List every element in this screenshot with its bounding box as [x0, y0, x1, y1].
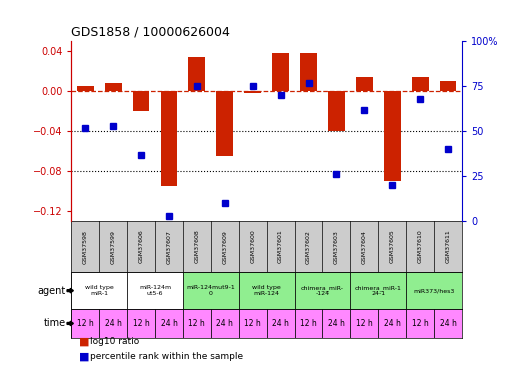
Text: miR373/hes3: miR373/hes3 — [413, 288, 455, 293]
Text: GSM37600: GSM37600 — [250, 230, 255, 263]
Text: GSM37605: GSM37605 — [390, 230, 395, 263]
Text: miR-124mut9-1
0: miR-124mut9-1 0 — [186, 285, 235, 296]
Bar — [183, 272, 239, 309]
Bar — [183, 309, 211, 338]
Bar — [77, 86, 93, 91]
Text: miR-124m
ut5-6: miR-124m ut5-6 — [139, 285, 171, 296]
Text: GSM37603: GSM37603 — [334, 230, 339, 264]
Text: GSM37607: GSM37607 — [166, 230, 172, 264]
Bar — [434, 309, 462, 338]
Text: GSM37604: GSM37604 — [362, 230, 367, 264]
Bar — [127, 309, 155, 338]
Bar — [323, 309, 351, 338]
Bar — [378, 309, 406, 338]
Bar — [239, 272, 295, 309]
Text: GSM37602: GSM37602 — [306, 230, 311, 264]
Bar — [295, 309, 323, 338]
Bar — [351, 272, 406, 309]
Bar — [105, 83, 121, 91]
Text: wild type
miR-1: wild type miR-1 — [85, 285, 114, 296]
Text: 12 h: 12 h — [77, 319, 93, 328]
Bar — [188, 57, 205, 91]
Text: 12 h: 12 h — [356, 319, 373, 328]
Text: GSM37601: GSM37601 — [278, 230, 283, 263]
Text: 24 h: 24 h — [440, 319, 457, 328]
Bar — [356, 77, 373, 91]
Text: GSM37610: GSM37610 — [418, 230, 422, 263]
Text: ■: ■ — [79, 351, 90, 361]
Text: GSM37608: GSM37608 — [194, 230, 200, 263]
Bar — [406, 272, 462, 309]
Text: ■: ■ — [79, 336, 90, 346]
Text: 12 h: 12 h — [188, 319, 205, 328]
Text: 24 h: 24 h — [216, 319, 233, 328]
Bar — [267, 309, 295, 338]
Text: 24 h: 24 h — [272, 319, 289, 328]
Bar — [133, 91, 149, 111]
Bar — [239, 309, 267, 338]
Text: GSM37599: GSM37599 — [111, 230, 116, 264]
Bar — [351, 309, 378, 338]
Bar — [99, 309, 127, 338]
Bar — [440, 81, 456, 91]
Text: log10 ratio: log10 ratio — [90, 337, 139, 346]
Bar — [155, 309, 183, 338]
Text: 24 h: 24 h — [105, 319, 121, 328]
Text: GSM37611: GSM37611 — [446, 230, 450, 263]
Bar — [295, 272, 351, 309]
Text: 12 h: 12 h — [244, 319, 261, 328]
Text: 24 h: 24 h — [161, 319, 177, 328]
Bar — [211, 309, 239, 338]
Bar — [161, 91, 177, 186]
Text: 24 h: 24 h — [384, 319, 401, 328]
Text: GDS1858 / 10000626004: GDS1858 / 10000626004 — [71, 26, 230, 39]
Text: time: time — [44, 318, 66, 328]
Text: wild type
miR-124: wild type miR-124 — [252, 285, 281, 296]
Bar — [71, 272, 127, 309]
Text: chimera_miR-1
24-1: chimera_miR-1 24-1 — [355, 285, 402, 296]
Bar — [244, 91, 261, 93]
Text: GSM37606: GSM37606 — [138, 230, 144, 263]
Bar — [127, 272, 183, 309]
Text: 12 h: 12 h — [300, 319, 317, 328]
Text: 12 h: 12 h — [133, 319, 149, 328]
Text: percentile rank within the sample: percentile rank within the sample — [90, 352, 243, 361]
Bar — [406, 309, 434, 338]
Bar — [71, 309, 99, 338]
Bar — [216, 91, 233, 156]
Bar — [272, 53, 289, 91]
Text: chimera_miR-
-124: chimera_miR- -124 — [301, 285, 344, 296]
Bar — [412, 77, 429, 91]
Text: GSM37609: GSM37609 — [222, 230, 227, 264]
Bar — [384, 91, 401, 181]
Text: 12 h: 12 h — [412, 319, 429, 328]
Text: GSM37598: GSM37598 — [83, 230, 88, 264]
Text: agent: agent — [37, 286, 66, 296]
Bar — [328, 91, 345, 131]
Text: 24 h: 24 h — [328, 319, 345, 328]
Bar — [300, 53, 317, 91]
